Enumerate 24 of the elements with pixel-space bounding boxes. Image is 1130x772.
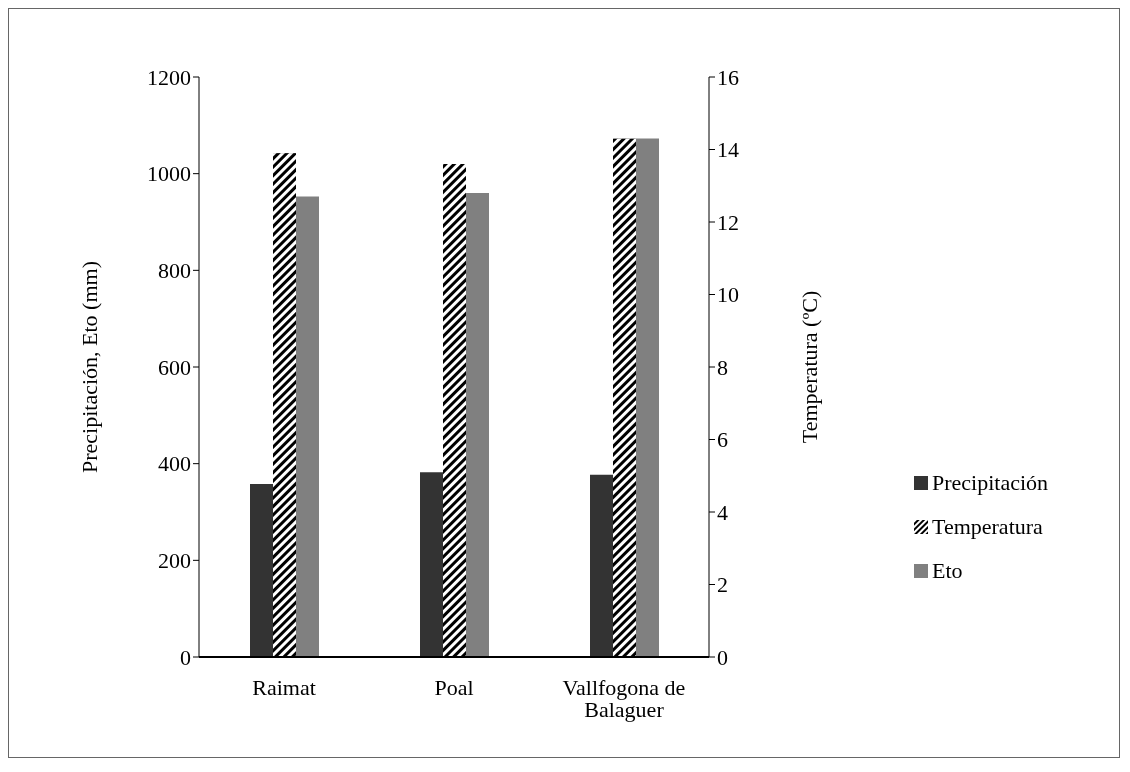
y-tick-label: 0 [180, 644, 191, 670]
x-tick-label: Raimat [252, 674, 316, 700]
y2-tick-label: 4 [717, 499, 728, 525]
y2-tick-label: 12 [717, 209, 739, 235]
y2-tick-label: 8 [717, 354, 728, 380]
y2-tick-label: 2 [717, 572, 728, 598]
legend-label: Eto [932, 558, 963, 584]
y2-axis-title: Temperatura (ºC) [796, 290, 822, 444]
y2-tick-label: 0 [717, 644, 728, 670]
legend-label: Precipitación [932, 470, 1049, 496]
x-tick-label: Vallfogona de Balaguer [562, 674, 686, 722]
y2-tick-label: 14 [717, 137, 739, 163]
y2-tick-label: 10 [717, 282, 739, 308]
x-tick-label: Poal [434, 674, 474, 700]
y2-tick-label: 16 [717, 64, 739, 90]
y-tick-label: 1200 [147, 64, 191, 90]
y2-tick-label: 6 [717, 427, 728, 453]
y-tick-label: 400 [158, 451, 191, 477]
y-tick-label: 200 [158, 548, 191, 574]
y-tick-label: 600 [158, 354, 191, 380]
y-tick-label: 800 [158, 258, 191, 284]
y-tick-label: 1000 [147, 161, 191, 187]
y-axis-title: Precipitación, Eto (mm) [76, 261, 102, 473]
legend-label: Temperatura [932, 514, 1043, 540]
